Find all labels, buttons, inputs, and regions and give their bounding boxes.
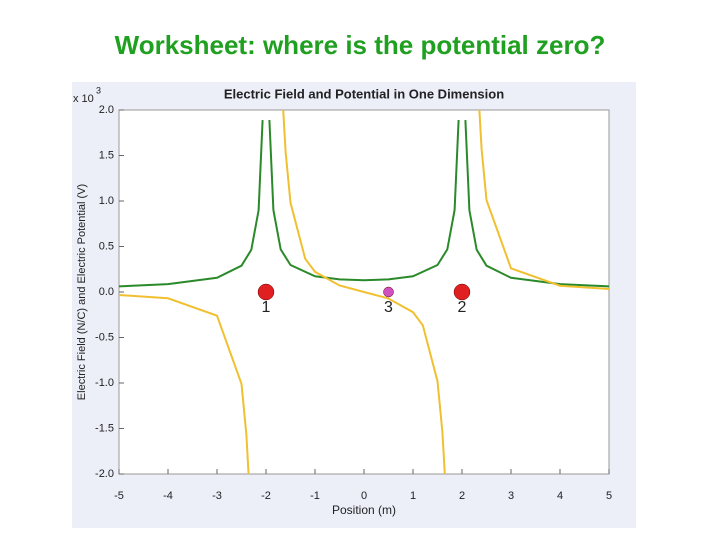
charge-point bbox=[383, 286, 394, 298]
point-label: 1 bbox=[262, 299, 271, 316]
x-tick-label: -3 bbox=[212, 490, 222, 502]
point-label: 2 bbox=[458, 299, 467, 316]
x-tick-label: -2 bbox=[261, 490, 271, 502]
y-tick-label: -1.0 bbox=[95, 377, 114, 389]
x-tick-label: 3 bbox=[508, 490, 514, 502]
y-multiplier: x 10 bbox=[73, 93, 94, 105]
x-tick-label: 4 bbox=[557, 490, 563, 502]
x-tick-label: -5 bbox=[114, 490, 124, 502]
y-tick-label: -0.5 bbox=[95, 331, 114, 343]
chart-title: Electric Field and Potential in One Dime… bbox=[224, 86, 504, 101]
y-multiplier-exponent: 3 bbox=[96, 85, 101, 95]
x-tick-label: 2 bbox=[459, 490, 465, 502]
y-tick-label: 0.0 bbox=[99, 286, 114, 298]
slide-title: Worksheet: where is the potential zero? bbox=[114, 30, 606, 60]
y-tick-label: 2.0 bbox=[99, 104, 114, 116]
plot-clip bbox=[119, 110, 609, 474]
y-tick-label: 0.5 bbox=[99, 240, 114, 252]
charge-point bbox=[453, 283, 471, 301]
x-tick-label: 1 bbox=[410, 490, 416, 502]
y-tick-label: 1.0 bbox=[99, 195, 114, 207]
y-axis-label: Electric Field (N/C) and Electric Potent… bbox=[76, 184, 88, 400]
x-axis-label: Position (m) bbox=[332, 503, 396, 517]
point-label: 3 bbox=[384, 299, 393, 316]
y-tick-label: -1.5 bbox=[95, 422, 114, 434]
x-tick-label: -4 bbox=[163, 490, 173, 502]
x-tick-label: -1 bbox=[310, 490, 320, 502]
y-tick-label: -2.0 bbox=[95, 468, 114, 480]
charge-point bbox=[257, 283, 275, 301]
series-line bbox=[119, 119, 609, 288]
x-tick-label: 5 bbox=[606, 490, 612, 502]
y-tick-label: 1.5 bbox=[99, 149, 114, 161]
x-tick-label: 0 bbox=[361, 490, 367, 502]
series-line bbox=[119, 110, 609, 474]
